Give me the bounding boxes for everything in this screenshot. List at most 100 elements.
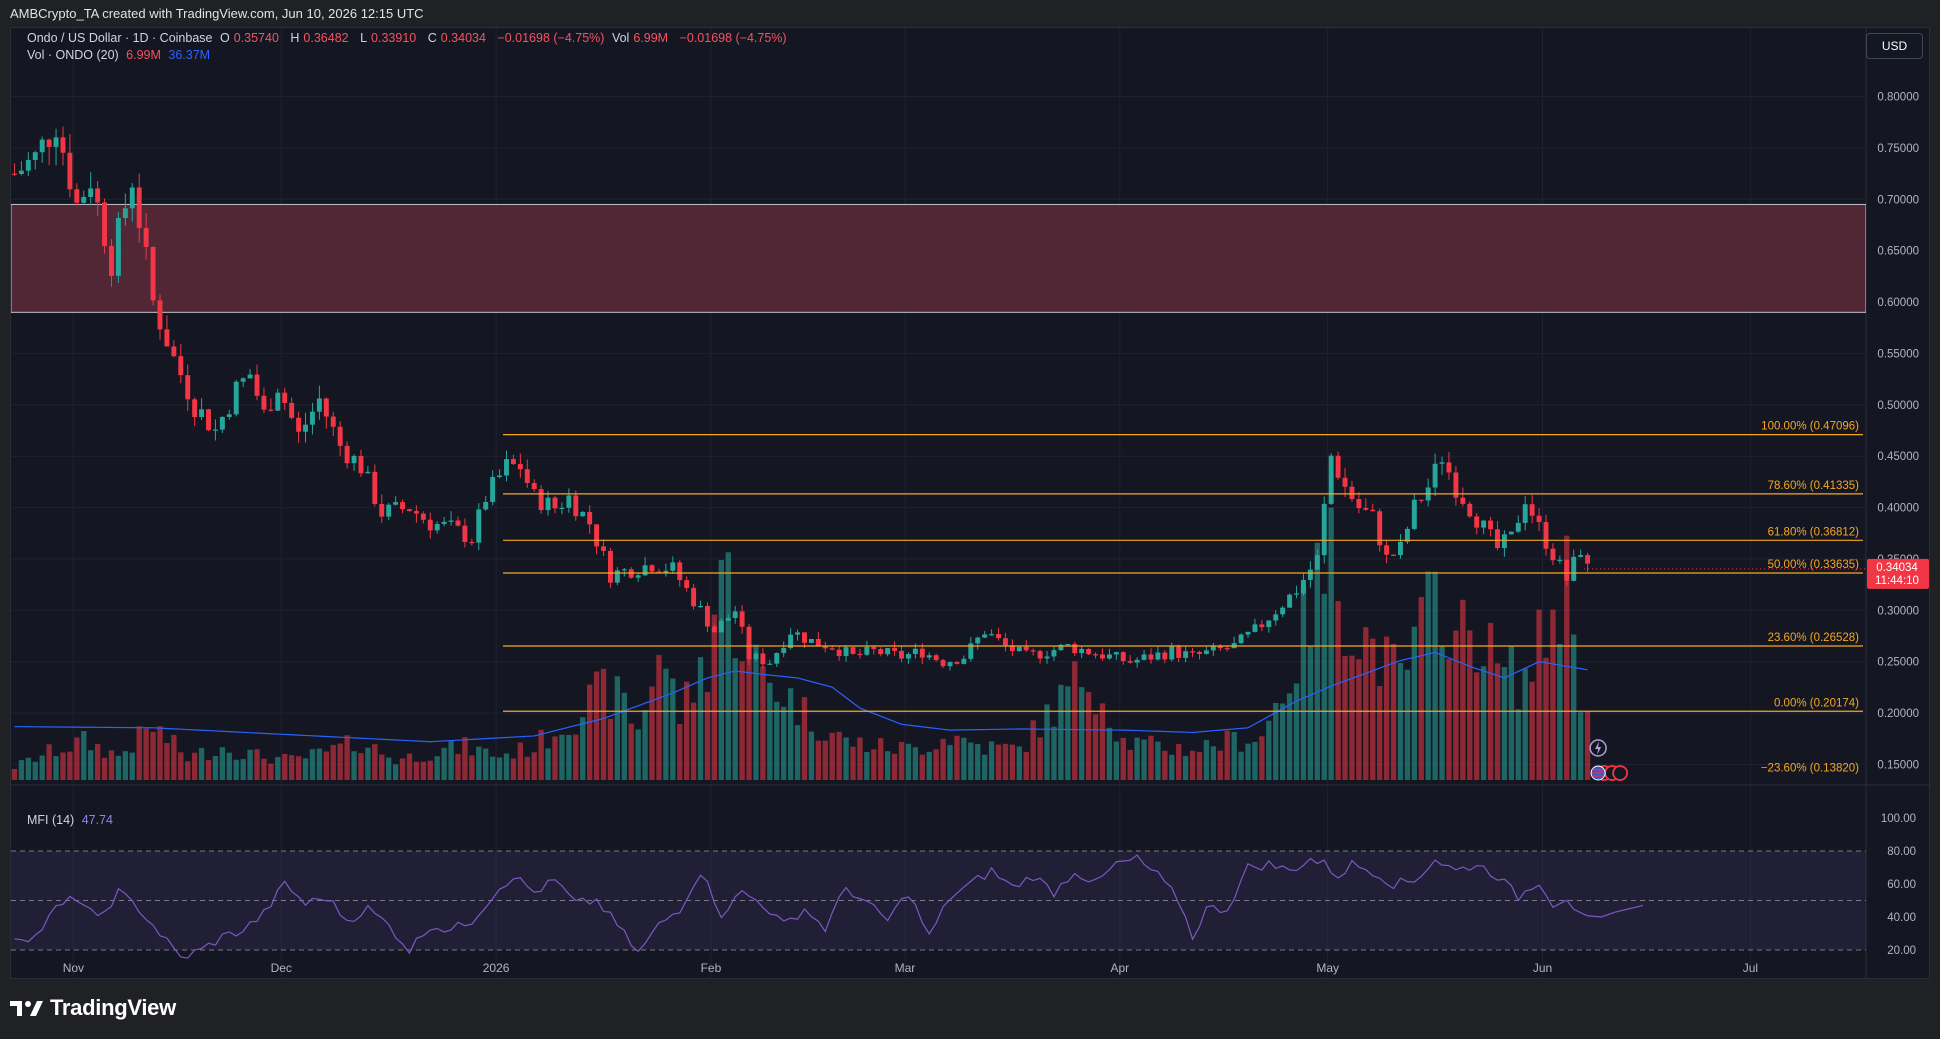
candle-body xyxy=(102,202,108,247)
price-chart[interactable]: 100.00% (0.47096) 78.60% (0.41335) 61.80% … xyxy=(11,28,1931,980)
candle-body xyxy=(1113,652,1119,655)
volume-bar xyxy=(843,737,849,780)
volume-bar xyxy=(1030,720,1036,780)
candle-body xyxy=(822,645,828,649)
candle-body xyxy=(1321,503,1327,556)
volume-bar xyxy=(1557,643,1563,780)
candle-body xyxy=(1391,554,1396,556)
candle-body xyxy=(1439,462,1445,464)
volume-bar xyxy=(60,752,66,780)
candle-body xyxy=(434,523,440,531)
volume-bar xyxy=(74,737,80,780)
candle-body xyxy=(573,495,579,517)
candle-body xyxy=(150,246,156,301)
volume-bar xyxy=(836,731,842,780)
candle-body xyxy=(1051,650,1057,657)
volume-bar xyxy=(39,755,45,780)
chart-frame[interactable]: 100.00% (0.47096) 78.60% (0.41335) 61.80% … xyxy=(10,27,1931,980)
candle-body xyxy=(1072,643,1078,654)
volume-bar xyxy=(1252,741,1258,780)
volume-bar xyxy=(926,751,932,780)
volume-bar xyxy=(711,614,718,780)
candle-body xyxy=(1169,646,1175,660)
volume-bar xyxy=(732,658,738,780)
candle-body xyxy=(1432,463,1438,488)
candle-body xyxy=(905,654,911,659)
volume-bar xyxy=(1397,662,1404,780)
candle-body xyxy=(1217,645,1223,649)
volume-bar xyxy=(975,744,981,780)
candle-body xyxy=(462,525,468,542)
mfi-tick-label: 20.00 xyxy=(1887,945,1916,957)
candle-body xyxy=(524,469,530,483)
open-value: 0.35740 xyxy=(233,31,279,45)
volume-bar xyxy=(1065,686,1071,780)
volume-bar xyxy=(282,753,288,780)
volume-bar xyxy=(559,734,565,780)
candle-body xyxy=(219,416,225,430)
candle-body xyxy=(1460,497,1466,504)
last-price-label: 0.34034 xyxy=(1876,562,1918,574)
volume-bar xyxy=(1196,751,1203,780)
candle-body xyxy=(795,632,801,635)
candle-body xyxy=(365,471,371,474)
candle-body xyxy=(996,634,1001,639)
volume-bar xyxy=(677,724,683,780)
candle-body xyxy=(316,398,322,412)
volume-bar xyxy=(1515,709,1521,780)
volume-bar xyxy=(1044,704,1050,780)
close-label: C xyxy=(427,31,437,45)
volume-bar xyxy=(1474,672,1480,780)
candle-body xyxy=(1578,555,1584,557)
volume-bar xyxy=(1273,703,1279,780)
candle-body xyxy=(303,424,308,432)
candle-body xyxy=(351,455,357,464)
volume-bar xyxy=(212,756,219,780)
candle-body xyxy=(1016,646,1022,652)
volume-bar xyxy=(510,758,517,780)
candle-body xyxy=(753,653,759,660)
candle-body xyxy=(1508,531,1514,535)
volume-bar xyxy=(1363,627,1369,780)
volume-bar xyxy=(1390,643,1397,780)
candle-body xyxy=(1127,661,1133,663)
low-label: L xyxy=(360,31,368,45)
mfi-legend: MFI (14) 47.74 xyxy=(27,813,117,827)
mfi-tick-label: 60.00 xyxy=(1887,879,1916,891)
volume-bar xyxy=(1058,684,1064,780)
volume-bar xyxy=(503,753,510,780)
candle-body xyxy=(517,463,523,470)
candle-body xyxy=(802,632,807,643)
candle-body xyxy=(441,521,447,524)
volume-bar xyxy=(157,726,163,780)
volume-bar xyxy=(1487,622,1494,780)
candle-body xyxy=(192,399,198,418)
volume-bar xyxy=(1134,737,1140,780)
volume-ma-value: 36.37M xyxy=(168,48,211,62)
volume-bar xyxy=(1356,659,1362,780)
countdown-label: 11:44:10 xyxy=(1875,575,1919,587)
volume-bar xyxy=(469,755,475,780)
candle-body xyxy=(968,643,974,659)
candle-body xyxy=(947,662,953,667)
chart-attribution: AMBCrypto_TA created with TradingView.co… xyxy=(10,6,424,21)
candle-body xyxy=(1023,646,1029,651)
volume-bar xyxy=(25,757,31,780)
volume-bar xyxy=(1370,638,1376,780)
currency-button[interactable]: USD xyxy=(1866,33,1923,59)
candle-body xyxy=(649,565,655,572)
fib-level-label: 78.60% (0.41335) xyxy=(1768,480,1860,492)
volume-bar xyxy=(968,742,974,780)
volume-bar xyxy=(1120,737,1126,780)
volume-bar xyxy=(261,758,267,780)
volume-bar xyxy=(88,750,94,780)
volume-bar xyxy=(1099,703,1106,780)
volume-bar xyxy=(392,764,399,780)
volume-bar xyxy=(1307,646,1314,780)
volume-bar xyxy=(954,735,960,780)
candle-body xyxy=(1453,472,1459,498)
volume-bar xyxy=(1577,712,1584,780)
volume-bar xyxy=(1092,714,1099,780)
volume-bar xyxy=(1432,571,1438,780)
volume-bar xyxy=(164,743,170,780)
